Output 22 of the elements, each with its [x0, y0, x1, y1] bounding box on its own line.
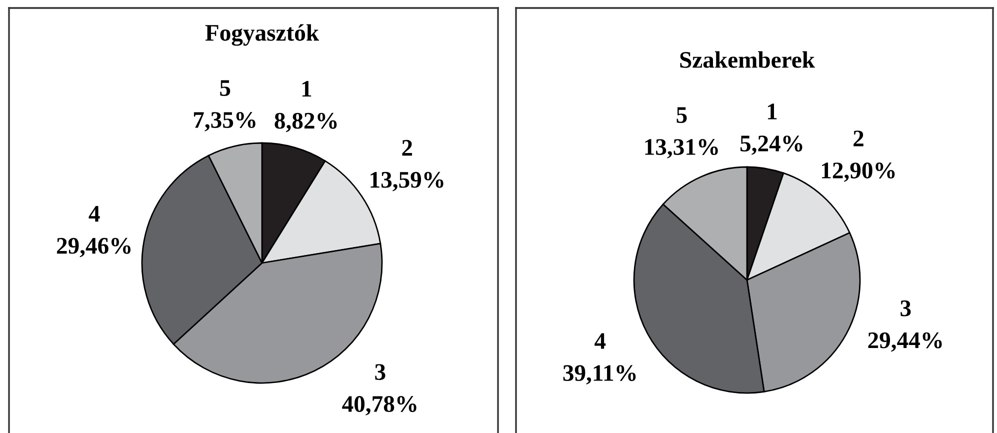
- data-label: 39,11%: [563, 365, 636, 384]
- slice-label: 2: [402, 140, 412, 156]
- slice-label: 3: [900, 300, 911, 316]
- data-label: 29,44%: [868, 332, 942, 352]
- slice-label: 4: [594, 333, 606, 349]
- slice-label: 1: [768, 104, 777, 120]
- data-label: 40,78%: [342, 396, 416, 416]
- data-label: 7,35%: [194, 112, 256, 132]
- slice-label: 5: [220, 80, 230, 96]
- data-label: 13,59%: [370, 172, 444, 192]
- slice-label: 3: [375, 364, 386, 380]
- data-label: 8,82%: [274, 112, 337, 132]
- slice-label: 5: [676, 107, 687, 123]
- slice-label: 4: [88, 206, 100, 222]
- chart-title: Fogyasztók: [205, 24, 320, 46]
- data-label: 12,90%: [822, 162, 895, 182]
- data-label: 5,24%: [740, 136, 802, 155]
- data-label: 29,46%: [56, 238, 131, 258]
- slice-label: 2: [854, 130, 864, 146]
- chart-title: Szakemberek: [680, 51, 815, 68]
- slice-label: 1: [302, 80, 312, 97]
- data-label: 13,31%: [645, 139, 718, 158]
